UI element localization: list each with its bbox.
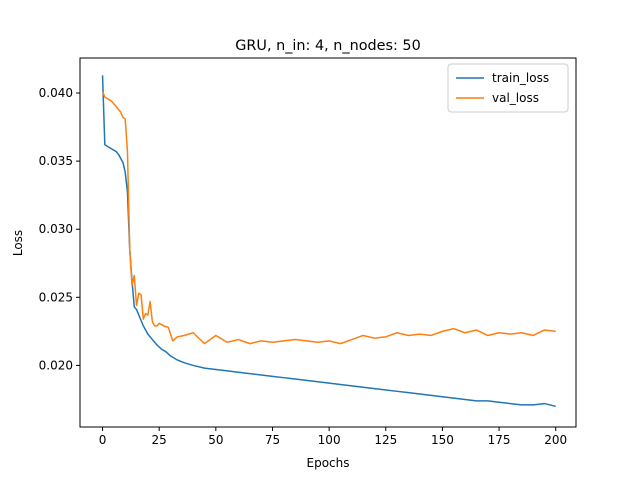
legend-label-train-loss: train_loss <box>492 71 549 85</box>
legend-label-val-loss: val_loss <box>492 91 539 105</box>
x-tick-label: 150 <box>431 433 454 447</box>
series-line-val-loss <box>101 91 556 345</box>
y-tick-label: 0.020 <box>39 358 73 372</box>
x-tick-label: 25 <box>152 433 167 447</box>
y-tick-label: 0.030 <box>39 222 73 236</box>
plot-lines <box>101 75 556 408</box>
x-axis-label: Epochs <box>307 456 350 470</box>
x-tick-label: 200 <box>544 433 567 447</box>
x-tick-label: 75 <box>265 433 280 447</box>
chart-title: GRU, n_in: 4, n_nodes: 50 <box>235 38 420 54</box>
x-tick-label: 175 <box>488 433 511 447</box>
x-tick-label: 0 <box>99 433 107 447</box>
plot-frame <box>79 57 577 428</box>
y-tick-label: 0.040 <box>39 86 73 100</box>
x-tick-label: 100 <box>318 433 341 447</box>
legend-box <box>447 63 569 113</box>
series-line-train-loss <box>101 75 556 408</box>
y-tick-label: 0.035 <box>39 154 73 168</box>
x-tick-label: 125 <box>374 433 397 447</box>
legend: train_loss val_loss <box>447 63 569 113</box>
x-axis: 0 25 50 75 100 125 150 175 200 <box>99 427 567 447</box>
y-axis-label: Loss <box>11 230 25 256</box>
y-axis: 0.020 0.025 0.030 0.035 0.040 <box>39 86 80 372</box>
x-tick-label: 50 <box>208 433 223 447</box>
y-tick-label: 0.025 <box>39 290 73 304</box>
